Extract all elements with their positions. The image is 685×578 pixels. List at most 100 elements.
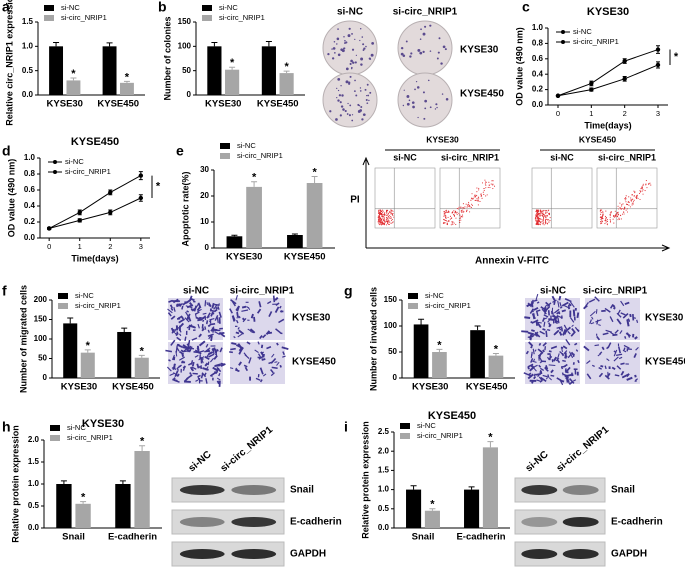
flow-event <box>388 220 390 222</box>
y-tick-label: 0.4 <box>532 69 544 78</box>
flow-event <box>383 218 385 220</box>
colony <box>417 116 419 119</box>
flow-event <box>639 198 641 201</box>
cell <box>210 311 214 317</box>
flow-event <box>384 220 386 223</box>
lane-label: si-NC <box>524 449 551 474</box>
y-axis-label: Number of colonies <box>162 16 172 100</box>
cell <box>540 306 547 311</box>
colony <box>347 102 349 105</box>
panel-letter: d <box>2 143 11 159</box>
cell <box>210 335 213 342</box>
error-bar <box>229 66 236 70</box>
legend-swatch <box>400 423 410 429</box>
cell <box>214 331 220 336</box>
flow-event <box>473 196 475 198</box>
colony <box>365 45 367 48</box>
flow-event <box>453 210 455 212</box>
flow-event <box>387 223 390 225</box>
flow-event <box>460 215 462 217</box>
cell <box>540 376 547 382</box>
flow-event <box>382 213 384 215</box>
flow-event <box>387 220 389 222</box>
cell <box>173 328 177 334</box>
cell <box>188 301 193 306</box>
x-tick-label: 1 <box>589 109 593 118</box>
flow-event <box>386 214 389 216</box>
panel-letter: f <box>2 283 7 299</box>
flow-event <box>625 201 627 203</box>
flow-event <box>639 190 641 192</box>
flow-event <box>631 202 633 204</box>
cell <box>634 374 637 378</box>
cell <box>551 312 554 315</box>
cell <box>629 313 632 318</box>
quadrant-lines <box>375 168 435 228</box>
colony <box>400 46 404 50</box>
cell <box>235 294 238 301</box>
flow-event <box>469 211 471 213</box>
flow-event <box>601 209 603 211</box>
significance: * <box>312 166 317 178</box>
flow-event <box>468 205 470 208</box>
x-tick-label: KYSE450 <box>466 382 508 393</box>
colony <box>351 67 353 70</box>
y-tick-label: 1.0 <box>378 485 390 494</box>
error-bar <box>60 480 67 484</box>
cell <box>624 336 627 339</box>
flow-event <box>445 209 447 211</box>
error-bar <box>119 480 126 484</box>
blot-band <box>521 549 558 559</box>
colony <box>350 59 353 63</box>
flow-event <box>537 224 539 226</box>
cell <box>606 358 610 362</box>
colony <box>329 110 332 113</box>
cell <box>559 306 563 309</box>
cell <box>536 301 540 304</box>
flow-event <box>390 217 392 219</box>
cell <box>557 300 560 308</box>
flow-event <box>539 218 541 220</box>
flow-event <box>648 183 650 185</box>
flow-event <box>471 203 473 205</box>
cell <box>569 317 575 323</box>
column-label: si-circ_NRIP1 <box>598 152 656 162</box>
flow-event <box>482 191 484 193</box>
flow-event <box>545 217 547 219</box>
flow-event <box>540 222 542 224</box>
cell <box>279 305 282 309</box>
cell <box>598 324 601 326</box>
cell <box>275 328 281 334</box>
flow-event <box>453 215 456 217</box>
flow-event <box>483 193 485 196</box>
flow-event <box>535 220 537 222</box>
cell <box>205 347 211 352</box>
cell <box>209 318 215 321</box>
flow-event <box>443 218 445 221</box>
colony <box>366 83 369 86</box>
cell <box>569 378 575 384</box>
cell <box>238 315 241 319</box>
cell <box>212 348 215 355</box>
cell <box>553 316 558 320</box>
flow-event <box>546 214 548 216</box>
cell <box>552 356 558 362</box>
colony <box>353 90 356 93</box>
flow-event <box>380 223 382 225</box>
x-tick-label: KYSE30 <box>412 382 448 393</box>
cell <box>570 331 576 337</box>
cell <box>620 312 626 316</box>
cell <box>187 347 195 350</box>
cell <box>246 341 251 345</box>
flow-event <box>390 219 392 221</box>
y-tick-label: 0.2 <box>532 85 544 94</box>
flow-event <box>541 210 543 212</box>
cell <box>541 308 547 315</box>
flow-event <box>484 181 487 183</box>
cell <box>270 357 277 364</box>
cell <box>206 352 211 358</box>
flow-event <box>645 180 647 182</box>
flow-event <box>478 189 480 191</box>
flow-event <box>387 219 389 221</box>
cell <box>562 359 566 362</box>
